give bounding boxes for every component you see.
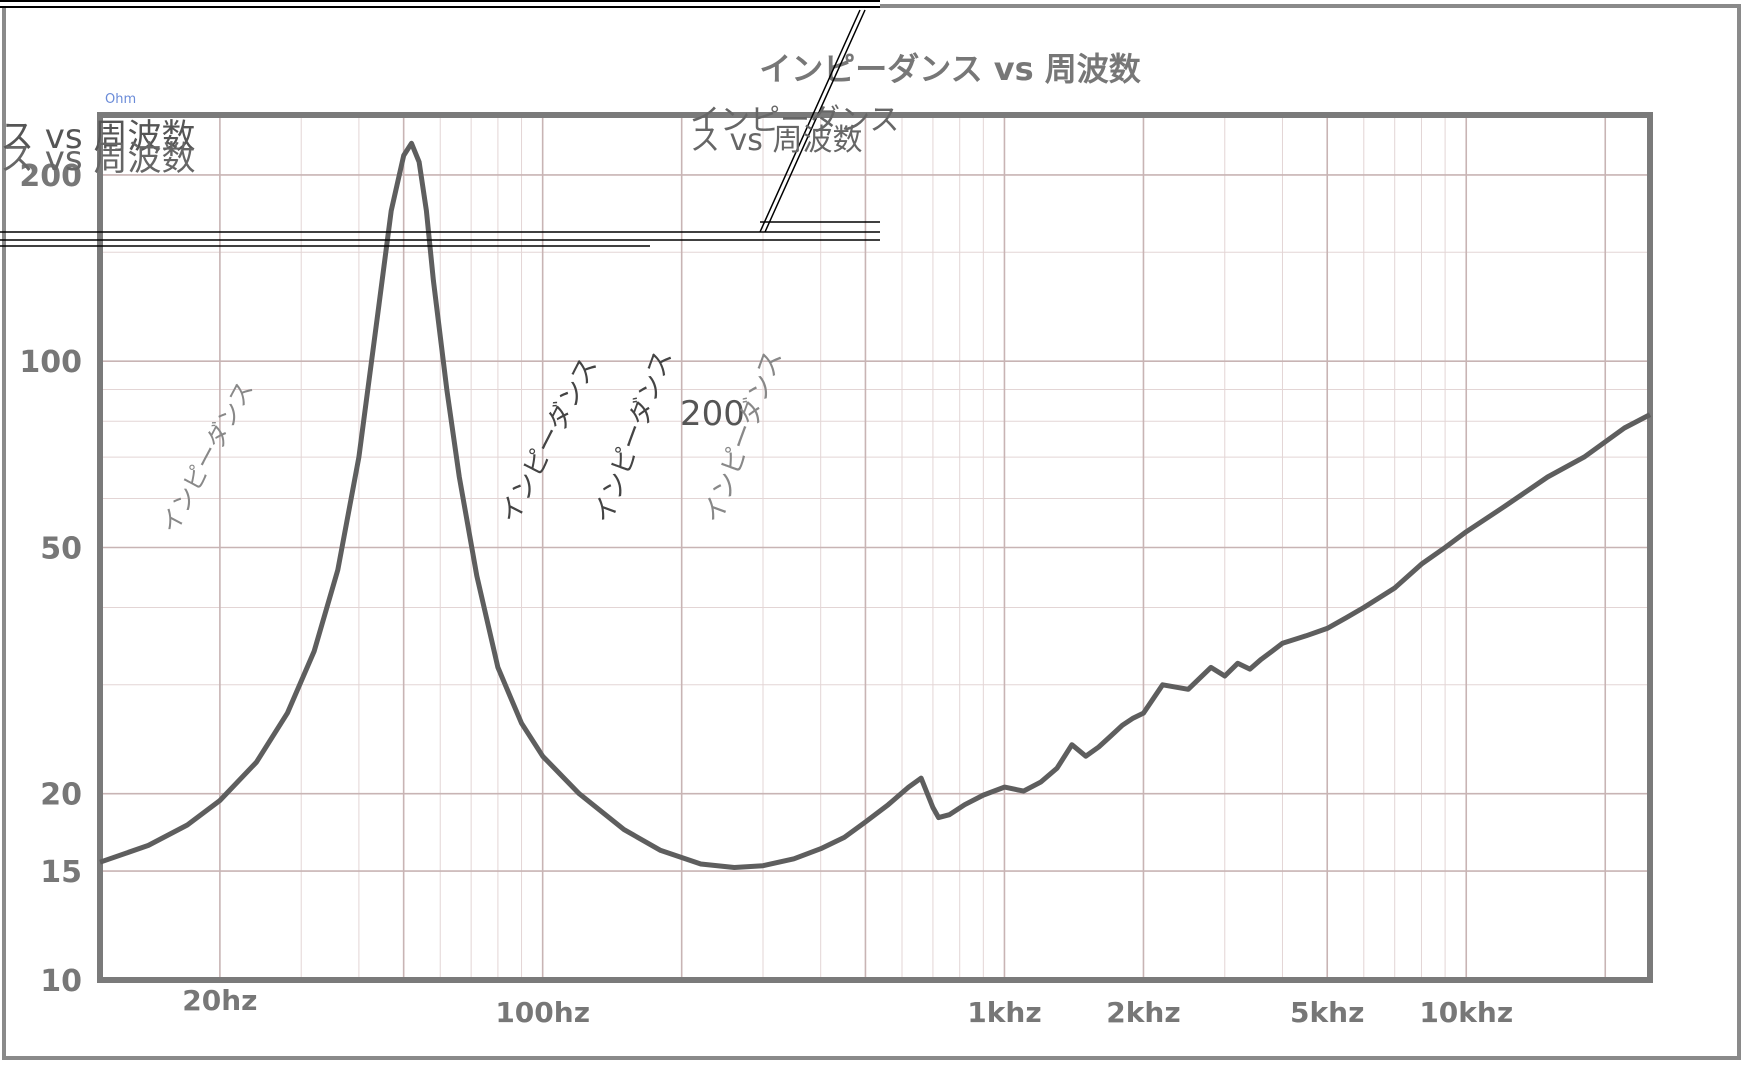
overlay-title-fragment-1: ス vs 周波数	[0, 117, 195, 157]
overlay-diagonal-long	[759, 9, 861, 233]
y-tick-label: 10	[40, 964, 82, 999]
impedance-series-line	[99, 140, 1652, 870]
overlay-vertical-fragment-2: インピーダンス	[690, 103, 899, 138]
y-tick-label: 200	[19, 159, 82, 194]
x-tick-label: 1khz	[967, 996, 1041, 1029]
x-tick-label: 2khz	[1106, 996, 1180, 1029]
y-tick-label: 100	[19, 345, 82, 380]
chart-title: インピーダンス vs 周波数	[759, 50, 1142, 88]
x-tick-label: 10khz	[1419, 996, 1513, 1029]
x-tick-label: 100hz	[495, 996, 590, 1029]
overlay-tick-fragment: 200	[680, 394, 745, 434]
y-tick-label: 50	[40, 532, 82, 567]
top-strip	[0, 0, 880, 8]
y-axis-ticks: 200 100 50 20 15 10	[19, 159, 82, 999]
overlay-title-fragment-2: ス vs 周波数	[0, 139, 195, 179]
overlay-diagonal-long-2	[764, 9, 866, 233]
unit-label: Ohm	[105, 92, 136, 107]
x-tick-label: 20hz	[182, 984, 257, 1017]
y-tick-label: 15	[40, 855, 82, 890]
y-tick-label: 20	[40, 778, 82, 813]
plot-frame	[97, 112, 1653, 983]
x-tick-label: 5khz	[1290, 996, 1364, 1029]
x-axis-ticks: 20hz 100hz 1khz 2khz 5khz 10khz	[182, 984, 1513, 1029]
overlay-vertical-fragment-1: ス vs 周波数	[690, 123, 862, 158]
